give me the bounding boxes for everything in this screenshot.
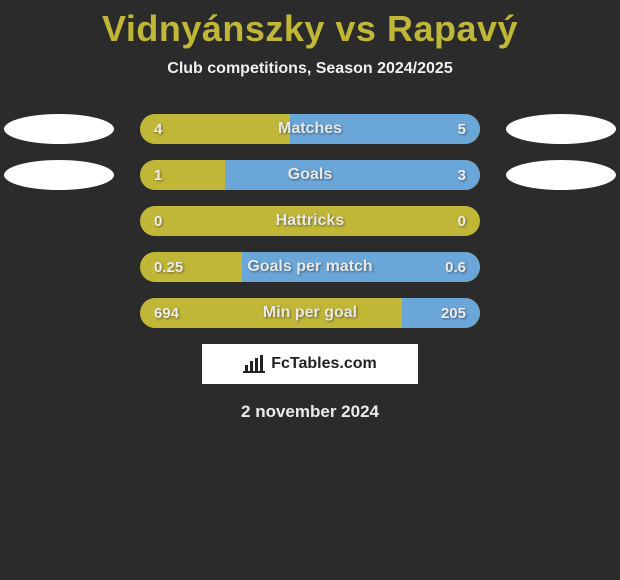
player-right-oval <box>506 160 616 190</box>
stat-value-right: 205 <box>441 305 466 322</box>
stat-bar: 0.25Goals per match0.6 <box>140 252 480 282</box>
stat-value-right: 3 <box>458 167 466 184</box>
stat-value-left: 1 <box>154 167 162 184</box>
stat-row: 0.25Goals per match0.6 <box>0 252 620 282</box>
stat-value-right: 5 <box>458 121 466 138</box>
stat-value-left: 694 <box>154 305 179 322</box>
stat-bar-right-fill <box>290 114 480 144</box>
stat-label: Hattricks <box>140 212 480 230</box>
page-subtitle: Club competitions, Season 2024/2025 <box>0 60 620 78</box>
player-right-oval <box>506 114 616 144</box>
snapshot-date: 2 november 2024 <box>0 402 620 422</box>
stat-row: 4Matches5 <box>0 114 620 144</box>
stat-bar: 1Goals3 <box>140 160 480 190</box>
brand-badge: FcTables.com <box>202 344 418 384</box>
page-title: Vidnyánszky vs Rapavý <box>0 0 620 50</box>
bar-chart-icon <box>243 355 265 373</box>
player-left-oval <box>4 114 114 144</box>
stat-bar: 0Hattricks0 <box>140 206 480 236</box>
stat-value-left: 0 <box>154 213 162 230</box>
stat-row: 694Min per goal205 <box>0 298 620 328</box>
stat-bar: 4Matches5 <box>140 114 480 144</box>
stat-bar-right-fill <box>225 160 480 190</box>
stat-row: 0Hattricks0 <box>0 206 620 236</box>
brand-text: FcTables.com <box>271 355 377 373</box>
stat-value-left: 0.25 <box>154 259 183 276</box>
stat-value-right: 0.6 <box>445 259 466 276</box>
stat-value-left: 4 <box>154 121 162 138</box>
stat-bar: 694Min per goal205 <box>140 298 480 328</box>
stat-value-right: 0 <box>458 213 466 230</box>
comparison-bars-container: 4Matches5 1Goals3 0Hattricks0 0.25Goals per… <box>0 114 620 328</box>
player-left-oval <box>4 160 114 190</box>
stat-row: 1Goals3 <box>0 160 620 190</box>
